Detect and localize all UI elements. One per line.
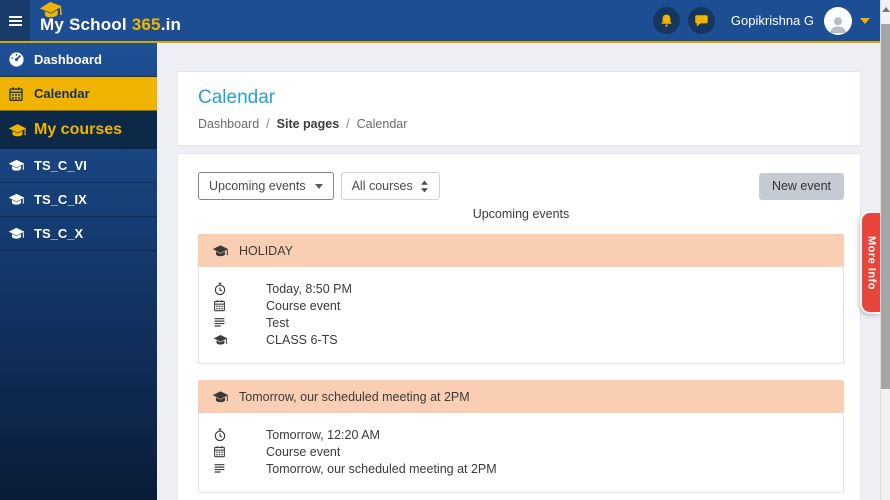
chevron-down-icon: [314, 183, 323, 189]
event-row-description: Tomorrow, our scheduled meeting at 2PM: [213, 460, 829, 477]
calendar-card: Upcoming events All courses New event Up…: [177, 153, 861, 500]
sidebar-item-calendar[interactable]: Calendar: [0, 77, 157, 111]
graduation-cap-icon: [8, 157, 25, 174]
new-event-button[interactable]: New event: [758, 172, 844, 200]
event-row-description: Test: [213, 314, 829, 331]
event-header[interactable]: Tomorrow, our scheduled meeting at 2PM: [198, 380, 844, 413]
event-row-type: Course event: [213, 297, 829, 314]
graduation-cap-icon: [8, 121, 27, 140]
sidebar-item-dashboard[interactable]: Dashboard: [0, 43, 157, 77]
breadcrumb-dashboard[interactable]: Dashboard: [198, 117, 260, 131]
sidebar-item-label: TS_C_IX: [34, 192, 87, 207]
chat-icon: [695, 15, 708, 27]
graduation-cap-icon: [8, 191, 25, 208]
sidebar: Dashboard Calendar My courses TS_C_VI TS…: [0, 43, 157, 500]
event-row-type: Course event: [213, 443, 829, 460]
graduation-cap-icon: [8, 225, 25, 242]
sidebar-item-label: Calendar: [34, 86, 90, 101]
sort-arrows-icon: [420, 180, 428, 192]
dashboard-gauge-icon: [8, 51, 25, 68]
main-content: Calendar Dashboard / Site pages / Calend…: [177, 43, 861, 500]
event-view-select[interactable]: Upcoming events: [198, 172, 334, 200]
event-row-time: Tomorrow, 12:20 AM: [213, 426, 829, 443]
more-info-tab[interactable]: More Info: [862, 213, 881, 312]
event-row-time: Today, 8:50 PM: [213, 280, 829, 297]
event-description: Test: [266, 315, 289, 330]
graduation-cap-icon: [212, 390, 229, 403]
user-name[interactable]: Gopikrishna G: [730, 13, 814, 28]
breadcrumb-separator: /: [266, 117, 270, 131]
description-lines-icon: [213, 462, 228, 476]
user-menu-caret-icon[interactable]: [860, 17, 870, 24]
scrollbar[interactable]: [880, 0, 890, 500]
event-description: Tomorrow, our scheduled meeting at 2PM: [266, 461, 497, 476]
clock-icon: [213, 282, 228, 296]
event-course-link[interactable]: CLASS 6-TS: [266, 332, 338, 347]
sidebar-item-label: TS_C_VI: [34, 158, 87, 173]
bell-icon: [661, 14, 672, 27]
menu-toggle-button[interactable]: [0, 0, 30, 41]
sidebar-item-label: Dashboard: [34, 52, 102, 67]
event-type: Course event: [266, 444, 341, 459]
hamburger-icon: [8, 14, 22, 28]
breadcrumb-separator: /: [346, 117, 350, 131]
event-type: Course event: [266, 298, 341, 313]
topbar-actions: Gopikrishna G: [645, 6, 880, 35]
breadcrumb-site-pages[interactable]: Site pages: [276, 117, 340, 131]
calendar-icon: [213, 299, 228, 313]
page-title: Calendar: [198, 87, 276, 108]
section-title: Upcoming events: [472, 207, 570, 221]
event-view-value: Upcoming events: [209, 179, 306, 193]
notifications-button[interactable]: [652, 7, 680, 34]
sidebar-section-label: My courses: [34, 121, 123, 138]
graduation-cap-icon: [38, 0, 64, 20]
person-icon: [830, 16, 846, 33]
event-time: Today, 8:50 PM: [266, 281, 352, 296]
scrollbar-thumb[interactable]: [881, 24, 890, 389]
breadcrumb-calendar[interactable]: Calendar: [356, 117, 408, 131]
sidebar-item-ts-c-ix[interactable]: TS_C_IX: [0, 183, 157, 217]
graduation-cap-icon: [212, 244, 229, 257]
graduation-cap-icon: [213, 333, 228, 347]
event-title: Tomorrow, our scheduled meeting at 2PM: [239, 389, 470, 404]
sidebar-section-my-courses[interactable]: My courses: [0, 111, 157, 149]
messages-button[interactable]: [687, 7, 715, 34]
event-header[interactable]: HOLIDAY: [198, 234, 844, 267]
event-body: Tomorrow, 12:20 AM Course event Tomorrow…: [198, 413, 844, 493]
event-time: Tomorrow, 12:20 AM: [266, 427, 380, 442]
page-header-card: Calendar Dashboard / Site pages / Calend…: [177, 71, 861, 146]
course-filter-select[interactable]: All courses: [340, 172, 440, 200]
course-filter-value: All courses: [351, 179, 413, 193]
event-card-meeting: Tomorrow, our scheduled meeting at 2PM T…: [198, 380, 844, 493]
clock-icon: [213, 428, 228, 442]
event-row-course: CLASS 6-TS: [213, 331, 829, 348]
app-title: My School 365.in: [40, 15, 182, 34]
avatar[interactable]: [824, 6, 852, 35]
calendar-icon: [213, 445, 228, 459]
topbar: My School 365.in Gopikrishna G: [0, 0, 880, 43]
app-logo[interactable]: My School 365.in: [38, 0, 182, 41]
sidebar-item-label: TS_C_X: [34, 226, 84, 241]
event-title: HOLIDAY: [239, 243, 293, 258]
calendar-toolbar: Upcoming events All courses New event: [198, 172, 844, 200]
event-card-holiday: HOLIDAY Today, 8:50 PM Course event Test: [198, 234, 844, 364]
sidebar-item-ts-c-vi[interactable]: TS_C_VI: [0, 149, 157, 183]
breadcrumb: Dashboard / Site pages / Calendar: [198, 117, 840, 131]
event-body: Today, 8:50 PM Course event Test CLASS 6…: [198, 267, 844, 364]
sidebar-item-ts-c-x[interactable]: TS_C_X: [0, 217, 157, 251]
scroll-up-arrow-icon[interactable]: [882, 7, 890, 12]
description-lines-icon: [213, 316, 228, 330]
calendar-icon: [8, 85, 25, 102]
